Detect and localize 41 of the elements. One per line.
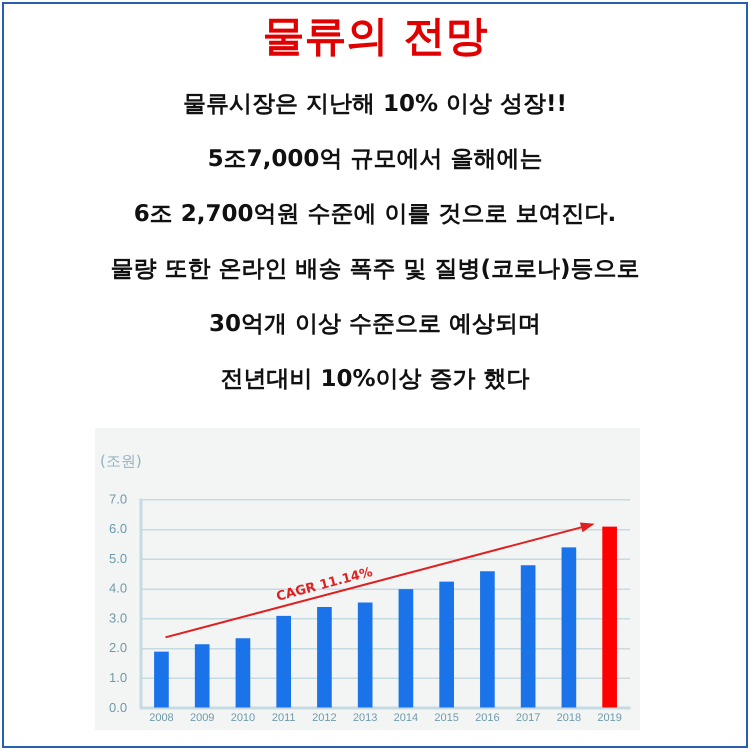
x-tick-label: 2011 xyxy=(272,712,296,724)
text: 전년대비 10%이상 증가 했다 xyxy=(219,365,531,394)
text: 6조 2,700억원 수준에 이를 것으로 보여진다. xyxy=(132,200,618,229)
y-axis-title: (조원) xyxy=(100,452,142,471)
bar xyxy=(154,652,169,708)
bar xyxy=(194,644,210,708)
text: 30억개 이상 수준으로 예상되며 xyxy=(208,310,542,339)
bar xyxy=(480,571,495,708)
x-tick-label: 2018 xyxy=(556,712,582,724)
y-tick-label: 5.0 xyxy=(108,550,128,566)
text: 5조7,000억 규모에서 올해에는 xyxy=(206,145,544,174)
x-tick-label: 2013 xyxy=(352,712,378,724)
x-tick-label: 2009 xyxy=(190,712,214,724)
y-tick-label: 7.0 xyxy=(108,491,128,506)
x-tick-label: 2017 xyxy=(516,712,540,724)
y-tick-label: 1.0 xyxy=(108,670,128,686)
y-tick-label: 0.0 xyxy=(108,700,128,715)
x-tick-label: 2019 xyxy=(597,712,622,724)
y-tick-label: 4.0 xyxy=(108,580,128,596)
x-tick-label: 2010 xyxy=(230,712,256,724)
text: 물량 또한 온라인 배송 폭주 및 질병(코로나)등으로 xyxy=(109,255,641,284)
x-tick-label: 2014 xyxy=(394,712,418,724)
chart-title: 물류의 전망 xyxy=(262,10,488,62)
y-tick-label: 6.0 xyxy=(108,521,128,536)
y-tick-label: 3.0 xyxy=(108,610,128,626)
x-tick-label: 2012 xyxy=(312,712,337,724)
x-tick-label: 2016 xyxy=(475,712,500,724)
annotation: CAGR 11.14% xyxy=(274,564,374,605)
bar xyxy=(236,638,250,708)
bar xyxy=(398,589,414,708)
bar xyxy=(602,526,617,708)
bar xyxy=(439,582,454,708)
y-tick-label: 2.0 xyxy=(108,640,128,656)
text: 물류시장은 지난해 10% 이상 성장!! xyxy=(182,90,568,119)
bar xyxy=(520,565,536,708)
bar xyxy=(317,606,332,708)
bar xyxy=(562,547,576,708)
bar xyxy=(358,602,372,708)
x-tick-label: 2015 xyxy=(434,712,459,724)
bar xyxy=(276,616,292,708)
x-tick-label: 2008 xyxy=(149,712,174,724)
